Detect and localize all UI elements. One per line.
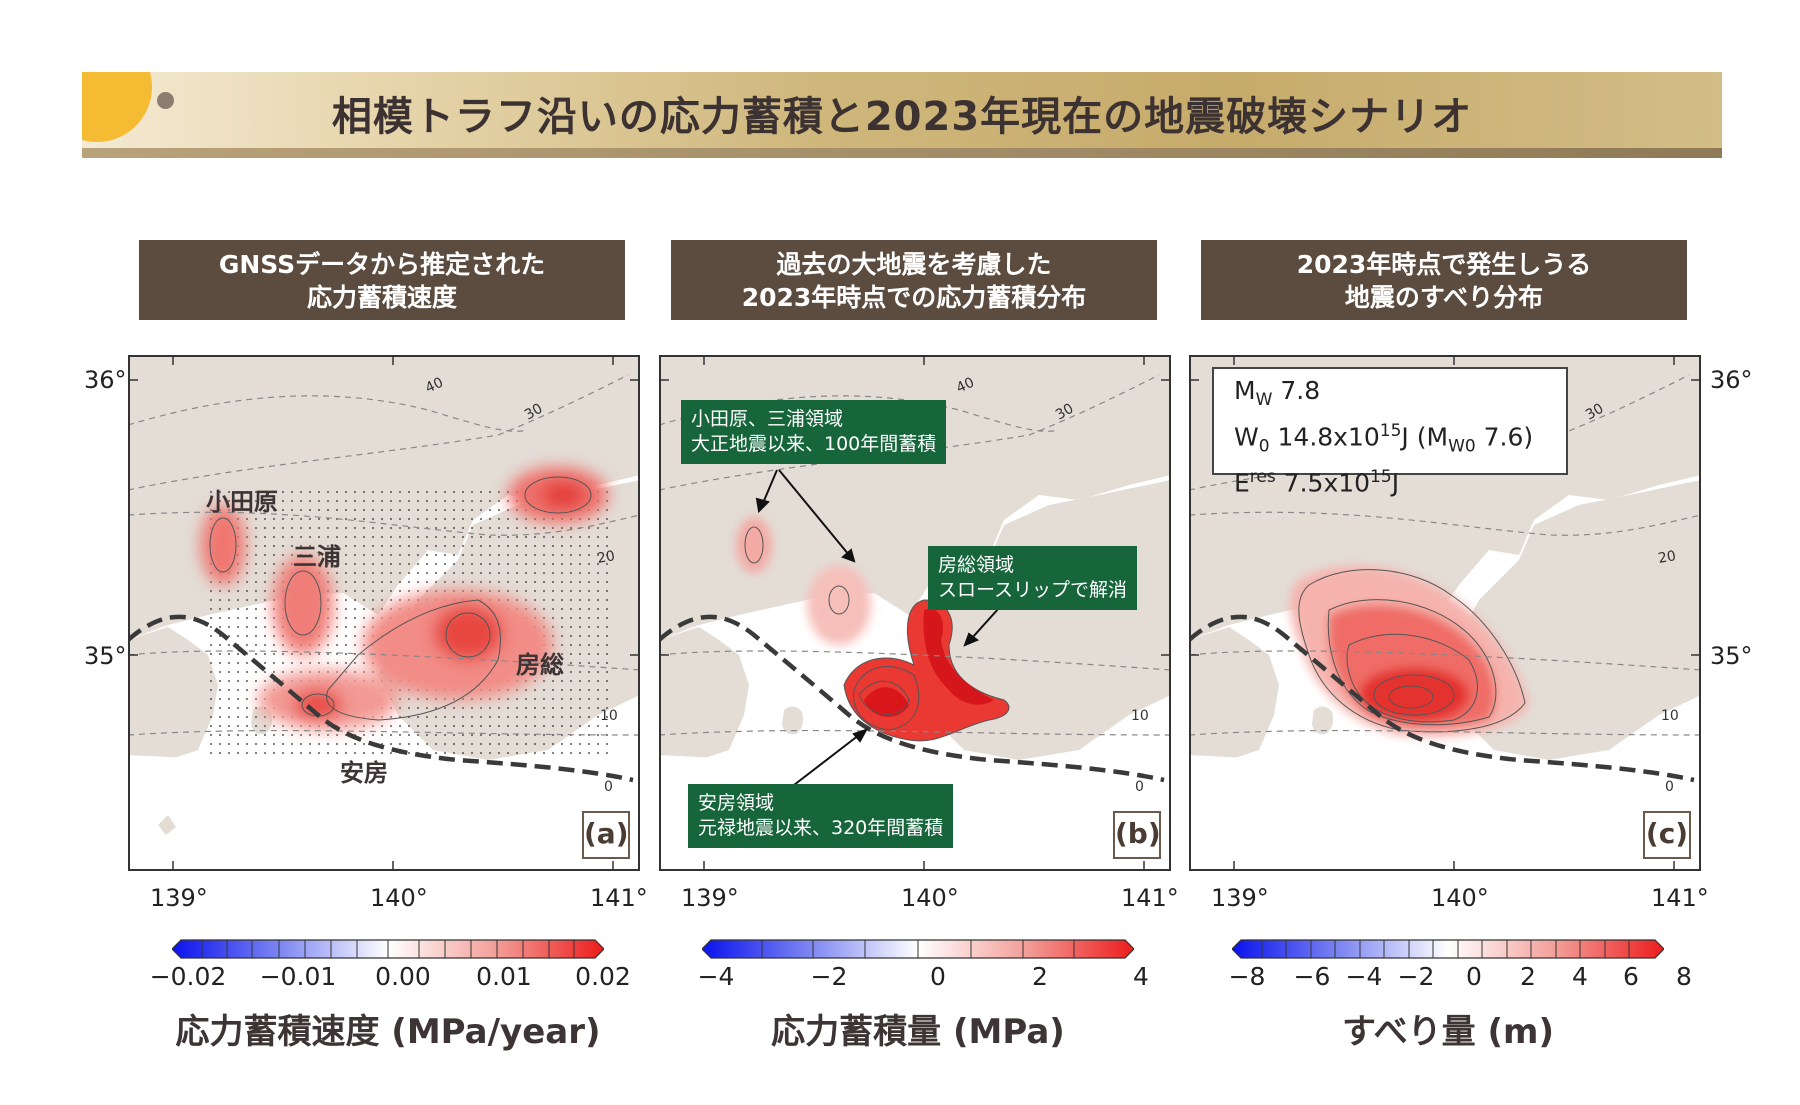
stress-accumulation-anomaly	[736, 517, 871, 645]
sun-icon	[82, 72, 152, 148]
caption-c-line2: 地震のすべり分布	[1344, 283, 1544, 312]
colorbar-c-tick-7: 4	[1572, 962, 1588, 991]
lat-35-right: 35°	[1710, 642, 1753, 670]
lon-139-c: 139°	[1211, 884, 1269, 912]
callout-boso-line1: 房総領域	[938, 554, 1015, 576]
depth-0-label-c: 0	[1665, 779, 1674, 795]
depth-10-label: 10	[600, 708, 618, 724]
region-boso: 房総	[516, 651, 564, 679]
lon-140-a: 140°	[370, 884, 428, 912]
depth-0-label-b: 0	[1135, 779, 1144, 795]
stress-contours	[209, 476, 592, 721]
callout-odawara-line2: 大正地震以来、100年間蓄積	[691, 433, 937, 455]
lat-36-left: 36°	[84, 366, 127, 394]
banner-gradient	[82, 72, 1722, 148]
panel-b-label: (b)	[1113, 811, 1161, 859]
colorbar-c-tick-6: 2	[1520, 962, 1536, 991]
caption-c: 2023年時点で発生しうる 地震のすべり分布	[1201, 240, 1687, 320]
colorbar-c-tick-9: 8	[1676, 962, 1692, 991]
colorbar-c-title: すべり量 (m)	[1342, 1012, 1554, 1052]
caption-a-line1: GNSSデータから推定された	[218, 250, 546, 279]
depth-0-label: 0	[604, 779, 613, 795]
colorbar-b-tick-2: −2	[810, 962, 848, 991]
depth-10-label-b: 10	[1131, 708, 1149, 724]
panel-c-label: (c)	[1643, 811, 1691, 859]
colorbar-a-tick-3: 0.00	[375, 962, 431, 991]
colorbar-b-title: 応力蓄積量 (MPa)	[771, 1012, 1065, 1052]
callout-awa-line2: 元禄地震以来、320年間蓄積	[698, 817, 944, 839]
caption-b-line1: 過去の大地震を考慮した	[776, 250, 1052, 279]
colorbar-a-tick-5: 0.02	[575, 962, 631, 991]
caption-a: GNSSデータから推定された 応力蓄積速度	[139, 240, 625, 320]
colorbar-c-tick-5: 0	[1466, 962, 1482, 991]
sagami-trough-line	[128, 614, 634, 783]
earthquake-info-box: MW 7.8 W0 14.8x1015J (MW0 7.6) Eres 7.5x…	[1212, 367, 1568, 498]
sagami-trough-line-b	[659, 614, 1165, 783]
lon-139-b: 139°	[681, 884, 739, 912]
callout-arrows	[755, 469, 1000, 786]
caption-b-line2: 2023年時点での応力蓄積分布	[741, 283, 1087, 312]
info-eres-line: Eres 7.5x1015J	[1234, 467, 1400, 498]
colorbar-b-tick-3: 0	[930, 962, 946, 991]
lon-140-b: 140°	[901, 884, 959, 912]
callout-odawara-miura: 小田原、三浦領域 大正地震以来、100年間蓄積	[681, 400, 947, 464]
caption-b: 過去の大地震を考慮した 2023年時点での応力蓄積分布	[671, 240, 1157, 320]
depth-20-label-c: 20	[1657, 548, 1677, 567]
callout-awa: 安房領域 元禄地震以来、320年間蓄積	[688, 784, 954, 848]
slip-contours	[1298, 569, 1526, 733]
land-izu	[128, 627, 218, 760]
colorbar-c-tick-4: −2	[1397, 962, 1435, 991]
colorbar-c	[1232, 939, 1664, 959]
depth-contours	[128, 374, 640, 736]
colorbar-a-title: 応力蓄積速度 (MPa/year)	[175, 1012, 601, 1052]
dot-icon	[157, 92, 174, 109]
depth-30-label: 30	[522, 401, 545, 424]
caption-c-line1: 2023年時点で発生しうる	[1296, 250, 1592, 279]
depth-30-label-c: 30	[1583, 401, 1606, 424]
colorbar-a-tick-1: −0.02	[149, 962, 227, 991]
stress-contours-b	[744, 526, 920, 731]
stress-rate-anomaly	[201, 467, 608, 730]
title-banner: 相模トラフ沿いの応力蓄積と2023年現在の地震破壊シナリオ	[82, 72, 1722, 158]
colorbar-c-tick-1: −8	[1228, 962, 1266, 991]
callout-awa-line1: 安房領域	[698, 792, 775, 814]
page-title: 相模トラフ沿いの応力蓄積と2023年現在の地震破壊シナリオ	[331, 94, 1473, 140]
depth-30-label-b: 30	[1053, 401, 1076, 424]
colorbar-c-tick-2: −6	[1293, 962, 1331, 991]
banner-underline	[82, 148, 1722, 158]
colorbar-b-tick-1: −4	[697, 962, 735, 991]
colorbar-b-tick-4: 2	[1032, 962, 1048, 991]
sagami-trough-line-c	[1189, 614, 1695, 783]
callout-boso-line2: スロースリップで解消	[938, 579, 1128, 601]
depth-10-label-c: 10	[1661, 708, 1679, 724]
colorbar-a-tick-4: 0.01	[476, 962, 532, 991]
lon-141-c: 141°	[1651, 884, 1709, 912]
colorbar-a-tick-2: −0.01	[259, 962, 337, 991]
callout-boso: 房総領域 スロースリップで解消	[928, 546, 1138, 610]
panel-a-map: 40 30 20 10 0 (a)	[128, 355, 640, 871]
callout-odawara-line1: 小田原、三浦領域	[691, 408, 844, 430]
colorbar-b	[702, 939, 1134, 959]
depth-20-label: 20	[596, 548, 616, 567]
axis-ticks	[128, 355, 640, 871]
colorbar-c-tick-8: 6	[1623, 962, 1639, 991]
panel-a-label: (a)	[582, 811, 630, 859]
depth-40-label: 40	[423, 375, 446, 397]
info-mw-line: MW 7.8	[1234, 376, 1321, 410]
lon-139-a: 139°	[150, 884, 208, 912]
lon-141-b: 141°	[1121, 884, 1179, 912]
region-miura: 三浦	[293, 543, 341, 571]
lat-36-right: 36°	[1710, 366, 1753, 394]
lon-141-a: 141°	[590, 884, 648, 912]
colorbar-a	[172, 939, 604, 959]
colorbar-c-tick-3: −4	[1345, 962, 1383, 991]
depth-40-label-b: 40	[954, 375, 977, 397]
region-odawara: 小田原	[206, 488, 278, 516]
lon-140-c: 140°	[1431, 884, 1489, 912]
caption-a-line2: 応力蓄積速度	[306, 283, 457, 312]
info-w0-line: W0 14.8x1015J (MW0 7.6)	[1234, 421, 1534, 457]
colorbar-b-tick-5: 4	[1133, 962, 1149, 991]
region-awa: 安房	[340, 759, 388, 787]
lat-35-left: 35°	[84, 642, 127, 670]
